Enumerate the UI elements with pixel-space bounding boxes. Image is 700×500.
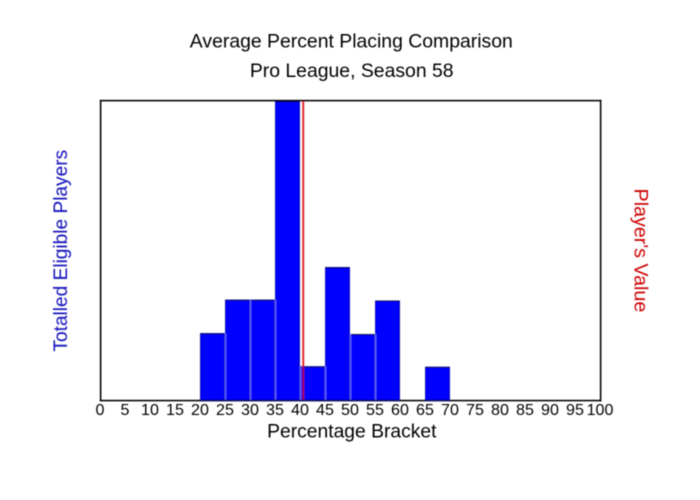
svg-text:50: 50 xyxy=(341,401,359,419)
svg-text:75: 75 xyxy=(466,401,484,419)
svg-text:0: 0 xyxy=(96,401,105,419)
svg-text:95: 95 xyxy=(566,401,584,419)
svg-text:35: 35 xyxy=(266,401,284,419)
svg-text:25: 25 xyxy=(216,401,234,419)
svg-text:100: 100 xyxy=(587,401,614,419)
svg-text:55: 55 xyxy=(366,401,384,419)
svg-text:40: 40 xyxy=(291,401,309,419)
svg-text:20: 20 xyxy=(191,401,209,419)
svg-text:5: 5 xyxy=(121,401,130,419)
svg-text:Player's Value: Player's Value xyxy=(629,189,651,313)
svg-text:90: 90 xyxy=(541,401,559,419)
svg-text:85: 85 xyxy=(516,401,534,419)
svg-text:65: 65 xyxy=(416,401,434,419)
svg-text:Totalled Eligible Players: Totalled Eligible Players xyxy=(51,150,72,352)
svg-text:Average Percent Placing Compar: Average Percent Placing Comparison xyxy=(190,30,513,52)
svg-text:Pro League, Season 58: Pro League, Season 58 xyxy=(250,60,454,82)
svg-text:70: 70 xyxy=(441,401,459,419)
svg-text:60: 60 xyxy=(391,401,409,419)
svg-text:45: 45 xyxy=(316,401,334,419)
svg-text:Percentage Bracket: Percentage Bracket xyxy=(267,421,437,442)
svg-text:10: 10 xyxy=(141,401,159,419)
svg-text:15: 15 xyxy=(166,401,184,419)
svg-text:80: 80 xyxy=(491,401,509,419)
svg-text:30: 30 xyxy=(241,401,259,419)
